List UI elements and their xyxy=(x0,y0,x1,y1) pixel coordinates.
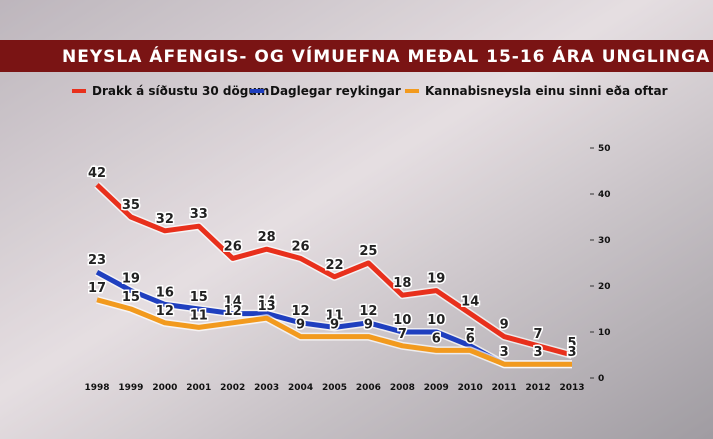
x-tick-label: 1999 xyxy=(118,383,143,393)
x-tick-label: 2012 xyxy=(526,383,551,393)
data-label: 14 xyxy=(461,295,479,310)
data-label: 5 xyxy=(567,336,576,351)
data-label: 19 xyxy=(122,272,140,287)
x-tick-label: 2010 xyxy=(458,383,483,393)
x-tick-label: 2011 xyxy=(492,383,517,393)
data-label: 9 xyxy=(500,318,509,333)
data-label: 7 xyxy=(466,327,475,342)
y-tick-label: 50 xyxy=(598,144,611,154)
data-label: 26 xyxy=(292,239,310,254)
x-tick-label: 2000 xyxy=(152,383,177,393)
y-tick-label: 40 xyxy=(598,190,611,200)
data-label: 33 xyxy=(190,207,208,222)
data-label: 12 xyxy=(359,304,377,319)
data-label: 23 xyxy=(88,253,106,268)
x-tick-label: 2006 xyxy=(356,383,381,393)
x-tick-label: 2013 xyxy=(559,383,584,393)
y-tick-label: 0 xyxy=(598,374,604,384)
data-label: 13 xyxy=(258,299,276,314)
data-label: 3 xyxy=(500,345,509,360)
data-label: 6 xyxy=(432,331,441,346)
data-label: 7 xyxy=(398,327,407,342)
data-label: 35 xyxy=(122,198,140,213)
data-label: 6 xyxy=(466,331,475,346)
data-label: 10 xyxy=(427,313,445,328)
data-label: 22 xyxy=(325,258,343,273)
data-label: 15 xyxy=(122,290,140,305)
data-label: 11 xyxy=(190,308,208,323)
title-bar xyxy=(0,40,713,72)
data-label: 15 xyxy=(190,290,208,305)
data-label: 3 xyxy=(567,345,576,360)
y-tick-label: 20 xyxy=(598,282,611,292)
data-label: 3 xyxy=(500,345,509,360)
x-tick-label: 2004 xyxy=(288,383,313,393)
x-tick-label: 2003 xyxy=(254,383,279,393)
data-label: 10 xyxy=(393,313,411,328)
y-tick-label: 10 xyxy=(598,328,611,338)
data-label: 19 xyxy=(427,272,445,287)
data-label: 32 xyxy=(156,212,174,227)
data-label: 12 xyxy=(292,304,310,319)
x-tick-label: 2009 xyxy=(424,383,449,393)
data-label: 12 xyxy=(156,304,174,319)
data-label: 18 xyxy=(393,276,411,291)
x-tick-label: 2001 xyxy=(186,383,211,393)
data-label: 28 xyxy=(258,230,276,245)
x-tick-label: 2008 xyxy=(390,383,415,393)
data-label: 14 xyxy=(258,295,276,310)
chart-title: NEYSLA ÁFENGIS- OG VÍMUEFNA MEÐAL 15-16 … xyxy=(62,45,710,67)
data-label: 7 xyxy=(534,327,543,342)
series-line xyxy=(96,297,572,367)
data-label: 9 xyxy=(364,318,373,333)
data-label: 42 xyxy=(88,166,106,181)
x-tick-label: 2005 xyxy=(322,383,347,393)
x-tick-label: 1998 xyxy=(84,383,109,393)
data-label: 25 xyxy=(359,244,377,259)
data-label: 3 xyxy=(567,345,576,360)
data-label: 9 xyxy=(330,318,339,333)
series-line xyxy=(95,182,573,358)
data-label: 17 xyxy=(88,281,106,296)
data-label: 26 xyxy=(224,239,242,254)
data-label: 11 xyxy=(325,308,343,323)
data-label: 3 xyxy=(534,345,543,360)
legend-label: Kannabisneysla einu sinni eða oftar xyxy=(425,84,668,98)
y-tick-label: 30 xyxy=(598,236,611,246)
data-label: 14 xyxy=(224,295,242,310)
legend-label: Daglegar reykingar xyxy=(270,84,401,98)
data-label: 16 xyxy=(156,285,174,300)
data-label: 3 xyxy=(534,345,543,360)
legend-label: Drakk á síðustu 30 dögum xyxy=(92,84,269,98)
data-label: 9 xyxy=(296,318,305,333)
data-label: 12 xyxy=(224,304,242,319)
x-tick-label: 2002 xyxy=(220,383,245,393)
